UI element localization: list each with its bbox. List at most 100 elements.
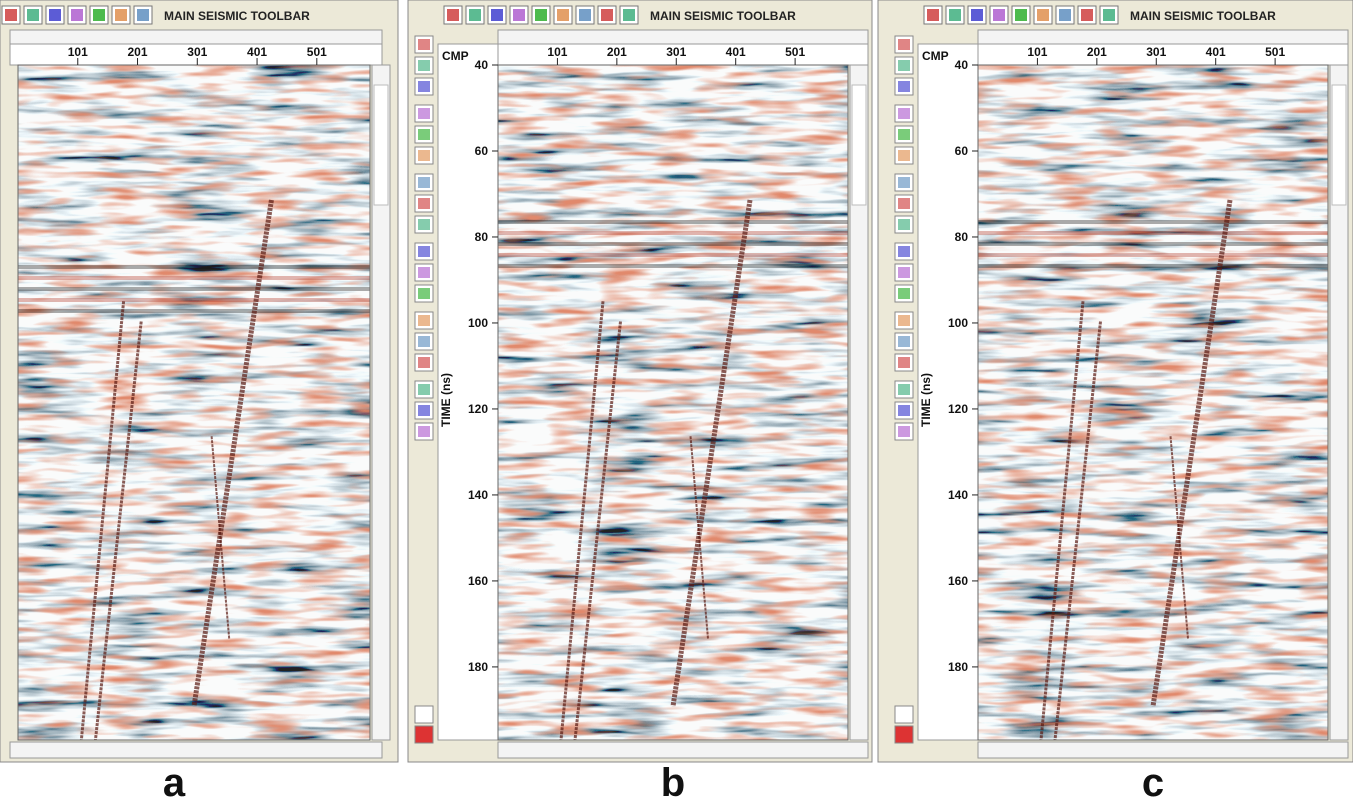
horizontal-scrollbar[interactable] (497, 741, 869, 759)
reflection-band (978, 231, 1328, 235)
side-tool-button[interactable] (894, 725, 914, 744)
diffraction-event (573, 321, 622, 740)
x-tick-label: 201 (1087, 45, 1107, 59)
seismic-red (18, 65, 370, 740)
toolbar-icon (1037, 9, 1049, 21)
y-tick-label: 100 (948, 316, 968, 330)
diffraction-event (1039, 301, 1085, 740)
reflection-band (18, 287, 370, 291)
side-tool-icon (418, 198, 430, 209)
side-tool-icon (418, 150, 430, 161)
y-tick-label: 140 (948, 488, 968, 502)
side-tool-button[interactable] (894, 705, 914, 724)
toolbar-title: MAIN SEISMIC TOOLBAR (1130, 9, 1276, 23)
vertical-scrollbar[interactable] (371, 64, 391, 741)
horizontal-scrollbar[interactable] (497, 29, 869, 45)
x-tick-label: 101 (547, 45, 567, 59)
time-axis-area (437, 43, 499, 741)
toolbar-icon (93, 9, 105, 21)
horizontal-scrollbar[interactable] (977, 741, 1349, 759)
side-tool-button[interactable] (414, 725, 434, 744)
x-tick-label: 101 (1027, 45, 1047, 59)
diffraction-event (559, 301, 605, 740)
x-tick-label: 501 (785, 45, 805, 59)
x-tick-label: 501 (307, 45, 327, 59)
side-tool-icon (418, 267, 430, 278)
y-tick-label: 160 (468, 574, 488, 588)
diffraction-event (191, 199, 274, 707)
y-axis-label: TIME (ns) (919, 373, 933, 427)
side-tool-icon (898, 288, 910, 299)
scroll-thumb[interactable] (1331, 84, 1347, 206)
side-tool-icon (418, 39, 430, 50)
seismic-panel: MAIN SEISMIC TOOLBAR 101 201 301 401 501 a (0, 0, 399, 805)
toolbar-icon (971, 9, 983, 21)
toolbar-icon (27, 9, 39, 21)
toolbar-icon (5, 9, 17, 21)
side-tool-icon (898, 198, 910, 209)
reflection-band (18, 309, 370, 313)
vertical-scrollbar[interactable] (1329, 64, 1349, 741)
side-tool-icon (418, 315, 430, 326)
side-tool-icon (418, 357, 430, 368)
image-border (17, 64, 371, 741)
y-axis-label: TIME (ns) (439, 373, 453, 427)
toolbar-icon (579, 9, 591, 21)
side-tool-icon (418, 384, 430, 395)
toolbar-icon (623, 9, 635, 21)
reflection-band (978, 264, 1328, 268)
toolbar-icon (927, 9, 939, 21)
side-tool-icon (418, 108, 430, 119)
reflection-band (498, 231, 848, 235)
y-tick-label: 80 (475, 230, 489, 244)
panel-caption: c (1142, 761, 1164, 803)
y-tick-label: 120 (948, 402, 968, 416)
side-tool-icon (898, 150, 910, 161)
horizontal-scrollbar[interactable] (9, 741, 383, 759)
side-tool-icon (898, 384, 910, 395)
x-tick-label: 301 (1146, 45, 1166, 59)
side-tool-icon (418, 81, 430, 92)
vertical-scrollbar[interactable] (849, 64, 869, 741)
diffraction-event (93, 321, 143, 740)
toolbar-icon (1015, 9, 1027, 21)
toolbar-icon (1103, 9, 1115, 21)
horizontal-scrollbar[interactable] (9, 29, 383, 45)
scroll-thumb[interactable] (373, 84, 389, 206)
reflection-band (498, 253, 848, 257)
side-tool-icon (898, 177, 910, 188)
side-tool-icon (898, 336, 910, 347)
scroll-thumb[interactable] (851, 84, 867, 206)
diffraction-event (670, 199, 753, 707)
x-tick-label: 501 (1265, 45, 1285, 59)
seismic-panel: MAIN SEISMIC TOOLBAR 101 201 301 401 501 CMP 40… (877, 0, 1353, 805)
side-tool-icon (898, 315, 910, 326)
toolbar-icon (447, 9, 459, 21)
seismic-image (978, 65, 1328, 740)
y-tick-label: 180 (948, 660, 968, 674)
toolbar-title: MAIN SEISMIC TOOLBAR (164, 9, 310, 23)
y-tick-label: 140 (468, 488, 488, 502)
x-tick-label: 301 (187, 45, 207, 59)
toolbar-icon (535, 9, 547, 21)
toolbar-icon (513, 9, 525, 21)
x-tick-label: 401 (1206, 45, 1226, 59)
y-tick-label: 40 (955, 58, 969, 72)
side-tool-icon (898, 405, 910, 416)
diffraction-event (689, 436, 709, 639)
image-border (497, 64, 849, 741)
side-tool-icon (418, 177, 430, 188)
side-tool-icon (898, 246, 910, 257)
toolbar-icon (469, 9, 481, 21)
toolbar-icon (1081, 9, 1093, 21)
side-tool-icon (898, 267, 910, 278)
toolbar-icon (71, 9, 83, 21)
reflection-band (978, 220, 1328, 224)
y-tick-label: 160 (948, 574, 968, 588)
horizontal-scrollbar[interactable] (977, 29, 1349, 45)
side-tool-button[interactable] (414, 705, 434, 724)
seismic-red (978, 65, 1328, 740)
side-tool-icon (898, 81, 910, 92)
reflection-band (978, 253, 1328, 257)
